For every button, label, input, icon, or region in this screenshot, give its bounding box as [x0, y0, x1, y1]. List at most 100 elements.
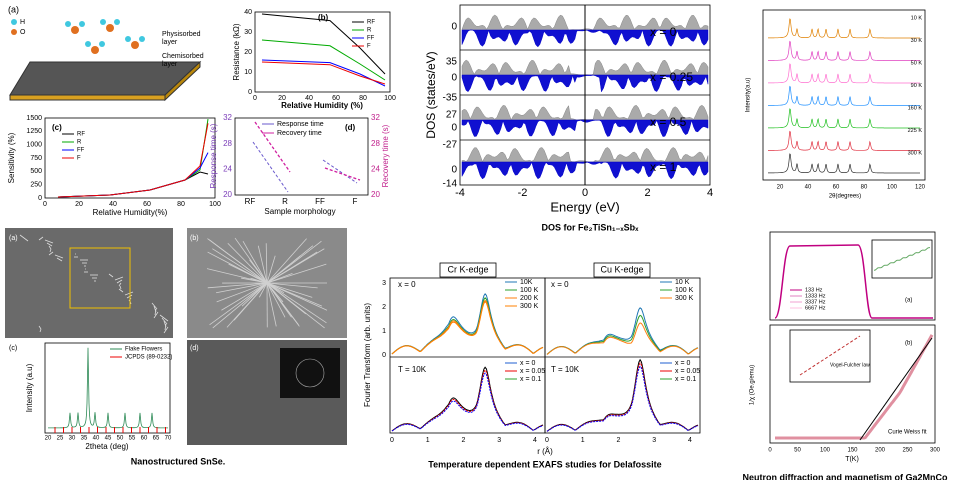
legend-label: x = 0 [675, 360, 690, 367]
atom [114, 19, 120, 25]
texture [266, 282, 286, 318]
axes [254, 11, 391, 93]
x-tick-label: 100 [887, 185, 898, 191]
x-tick-label: 0 [390, 437, 394, 444]
x-tick-label: 0 [768, 448, 772, 454]
curve [261, 61, 386, 85]
label: DOS (states/eV) [424, 51, 438, 138]
x-tick-label: 80 [861, 185, 868, 191]
y-tick-label: -14 [443, 179, 458, 190]
texture [48, 245, 52, 250]
texture [266, 282, 318, 289]
label: (b) [905, 341, 912, 347]
y-tick-label: 20 [244, 49, 252, 56]
caption: Nanostructured SnSe. [131, 456, 226, 466]
label: Chemisorbed [162, 53, 204, 60]
axes [234, 117, 369, 196]
texture [266, 282, 299, 326]
molecule [91, 46, 99, 54]
x-tick-label: 300 [930, 448, 941, 454]
texture [207, 238, 268, 284]
texture [54, 254, 64, 259]
legend-label: F [367, 44, 371, 50]
y-tick-label: 0 [38, 195, 42, 202]
texture [266, 255, 301, 284]
texture [266, 255, 276, 284]
texture [114, 276, 124, 281]
texture [161, 317, 168, 325]
legend-label: x = 0 [520, 360, 535, 367]
texture [19, 234, 29, 242]
y-tick-label: 1250 [26, 128, 42, 135]
texture [209, 282, 268, 326]
label: Resistance (kΩ) [232, 23, 241, 80]
x-tick-label: 20 [777, 185, 784, 191]
y2-tick-label: 20 [371, 190, 380, 199]
atom [139, 36, 145, 42]
texture [206, 268, 268, 284]
legend-label: 300 K [520, 303, 539, 310]
texture [227, 242, 268, 284]
label: (b) [318, 13, 329, 22]
x-tick-label: 0 [582, 187, 588, 199]
legend-o [11, 29, 17, 35]
curve [261, 13, 386, 75]
diffraction-ring [295, 358, 325, 388]
texture [266, 238, 307, 284]
label: Cr K-edge [447, 264, 488, 274]
x-tick-label: -2 [518, 187, 528, 199]
curve [261, 59, 386, 87]
caption: Neutron diffraction and magnetism of Ga2… [742, 472, 948, 480]
label: H [20, 19, 25, 26]
label: O [20, 29, 26, 36]
x-tick-label: 20 [45, 436, 52, 442]
legend-label: R [367, 28, 372, 34]
y2-tick-label: 28 [371, 139, 380, 148]
x-tick-label: 40 [805, 185, 812, 191]
texture [266, 248, 325, 284]
x-tick-label: 250 [902, 448, 913, 454]
label: 2θ(degrees) [829, 194, 861, 200]
pattern [768, 40, 920, 61]
x-tick-label: 2 [462, 437, 466, 444]
texture [119, 285, 122, 290]
axes [769, 324, 936, 444]
texture [49, 248, 52, 253]
axes [544, 277, 701, 434]
temperature: 50 K [911, 60, 923, 66]
texture [164, 323, 167, 331]
atom [125, 36, 131, 42]
curve [546, 365, 699, 432]
image [5, 228, 173, 338]
texture [116, 279, 123, 284]
temperature: 90 K [911, 83, 923, 89]
x-tick-label: 50 [794, 448, 801, 454]
molecule [106, 24, 114, 32]
legend-label: FF [77, 148, 85, 154]
y-tick-label: 35 [446, 57, 458, 68]
y-tick-label: 30 [244, 29, 252, 36]
texture [221, 282, 268, 311]
x-tick-label: 25 [57, 436, 64, 442]
label: (c) [9, 345, 17, 352]
texture [108, 273, 114, 278]
x-tick-label: 60 [833, 185, 840, 191]
label: (d) [190, 345, 199, 352]
legend-label: x = 0.05 [520, 368, 545, 375]
atom [100, 19, 106, 25]
dos-down [461, 74, 709, 93]
label: (c) [52, 123, 62, 132]
texture [265, 243, 268, 284]
substrate-side [164, 60, 201, 102]
title-box [593, 262, 651, 278]
x-tick-label: 0 [545, 437, 549, 444]
curve [57, 123, 209, 198]
x-tick-label: 35 [81, 436, 88, 442]
axes [762, 9, 926, 181]
atom [85, 41, 91, 47]
molecule [71, 26, 79, 34]
label: layer [162, 39, 178, 46]
x-tick-label: 50 [117, 436, 124, 442]
label: Sensitivity (%) [7, 132, 16, 183]
label: 2theta (deg) [85, 442, 128, 451]
